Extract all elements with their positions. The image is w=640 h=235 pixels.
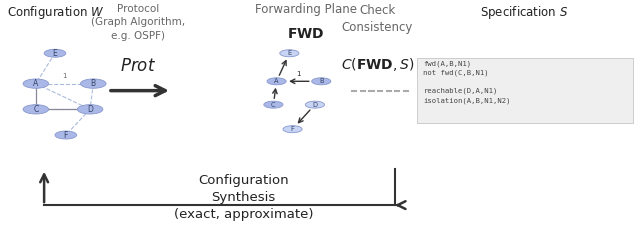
Text: F: F: [291, 126, 294, 132]
Text: D: D: [87, 105, 93, 114]
Text: $\it{Prot}$: $\it{Prot}$: [120, 57, 156, 75]
Text: B: B: [319, 78, 324, 84]
FancyBboxPatch shape: [417, 58, 633, 123]
Circle shape: [267, 78, 286, 85]
Text: A: A: [275, 78, 279, 84]
Circle shape: [55, 131, 77, 139]
Circle shape: [283, 126, 302, 133]
Text: 1: 1: [297, 71, 301, 77]
Text: Check
Consistency: Check Consistency: [342, 4, 413, 34]
Text: C: C: [33, 105, 38, 114]
Text: Forwarding Plane: Forwarding Plane: [255, 3, 357, 16]
Circle shape: [305, 101, 324, 108]
Circle shape: [23, 105, 49, 114]
Circle shape: [280, 50, 299, 57]
Text: Specification $S$: Specification $S$: [480, 4, 568, 21]
Text: fwd(A,B,N1)
not fwd(C,B,N1)

reachable(D,A,N1)
isolation(A,B,N1,N2): fwd(A,B,N1) not fwd(C,B,N1) reachable(D,…: [424, 61, 511, 104]
Text: C: C: [271, 102, 276, 108]
Text: F: F: [63, 130, 68, 140]
Text: B: B: [91, 79, 96, 88]
Text: A: A: [33, 79, 38, 88]
Text: E: E: [52, 49, 58, 58]
Text: Configuration $W$: Configuration $W$: [7, 4, 104, 21]
Circle shape: [312, 78, 331, 85]
Text: E: E: [287, 50, 291, 56]
Circle shape: [81, 79, 106, 88]
Text: Configuration
Synthesis
(exact, approximate): Configuration Synthesis (exact, approxim…: [173, 174, 313, 221]
Text: 1: 1: [62, 73, 67, 79]
Circle shape: [264, 101, 283, 108]
Circle shape: [44, 49, 66, 57]
Text: Protocol
(Graph Algorithm,
e.g. OSPF): Protocol (Graph Algorithm, e.g. OSPF): [91, 4, 185, 41]
Text: $\mathbf{FWD}$: $\mathbf{FWD}$: [287, 27, 324, 41]
Circle shape: [77, 105, 103, 114]
Circle shape: [23, 79, 49, 88]
Text: D: D: [312, 102, 317, 108]
Text: $C(\mathbf{FWD}, S)$: $C(\mathbf{FWD}, S)$: [340, 56, 414, 74]
